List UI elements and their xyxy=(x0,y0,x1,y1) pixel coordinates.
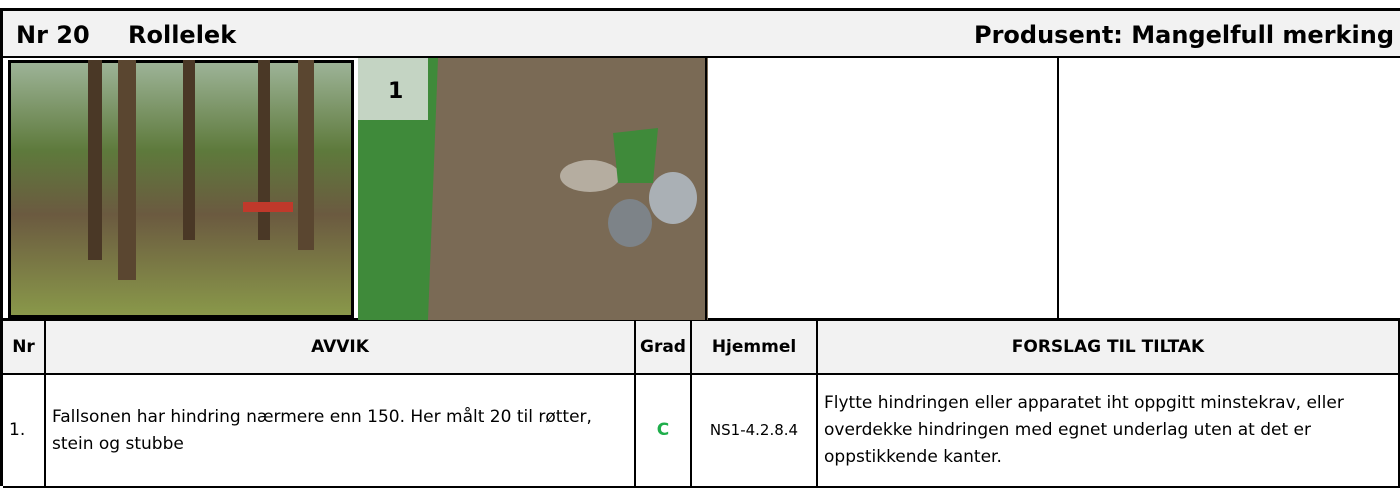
table-cell: Flytte hindringen eller apparatet iht op… xyxy=(818,375,1400,488)
header: Nr 20 Rollelek Produsent: Mangelfull mer… xyxy=(0,8,1400,58)
table: Nr AVVIK Grad Hjemmel FORSLAG TIL TILTAK 1. Fa… xyxy=(0,321,1400,488)
producer: Produsent: Mangelfull merking xyxy=(973,21,1394,49)
column-header: AVVIK xyxy=(46,321,636,375)
photo: 1 xyxy=(358,58,708,320)
column-header: Nr xyxy=(3,321,46,375)
divider xyxy=(705,58,707,320)
column-header: Grad xyxy=(636,321,692,375)
table-cell: 1. xyxy=(3,375,46,488)
column-header: FORSLAG TIL TILTAK xyxy=(818,321,1400,375)
table-cell: Fallsonen har hindring nærmere enn 150. … xyxy=(46,375,636,488)
divider xyxy=(1057,58,1059,320)
column-header: Hjemmel xyxy=(692,321,818,375)
report-title: Rollelek xyxy=(128,21,237,49)
photo-label: 1 xyxy=(388,79,403,104)
table-cell: C xyxy=(636,375,692,488)
photo xyxy=(8,60,354,318)
photo-row: 1 xyxy=(0,58,1400,321)
table-cell: NS1-4.2.8.4 xyxy=(692,375,818,488)
report-number: Nr 20 xyxy=(16,21,90,49)
